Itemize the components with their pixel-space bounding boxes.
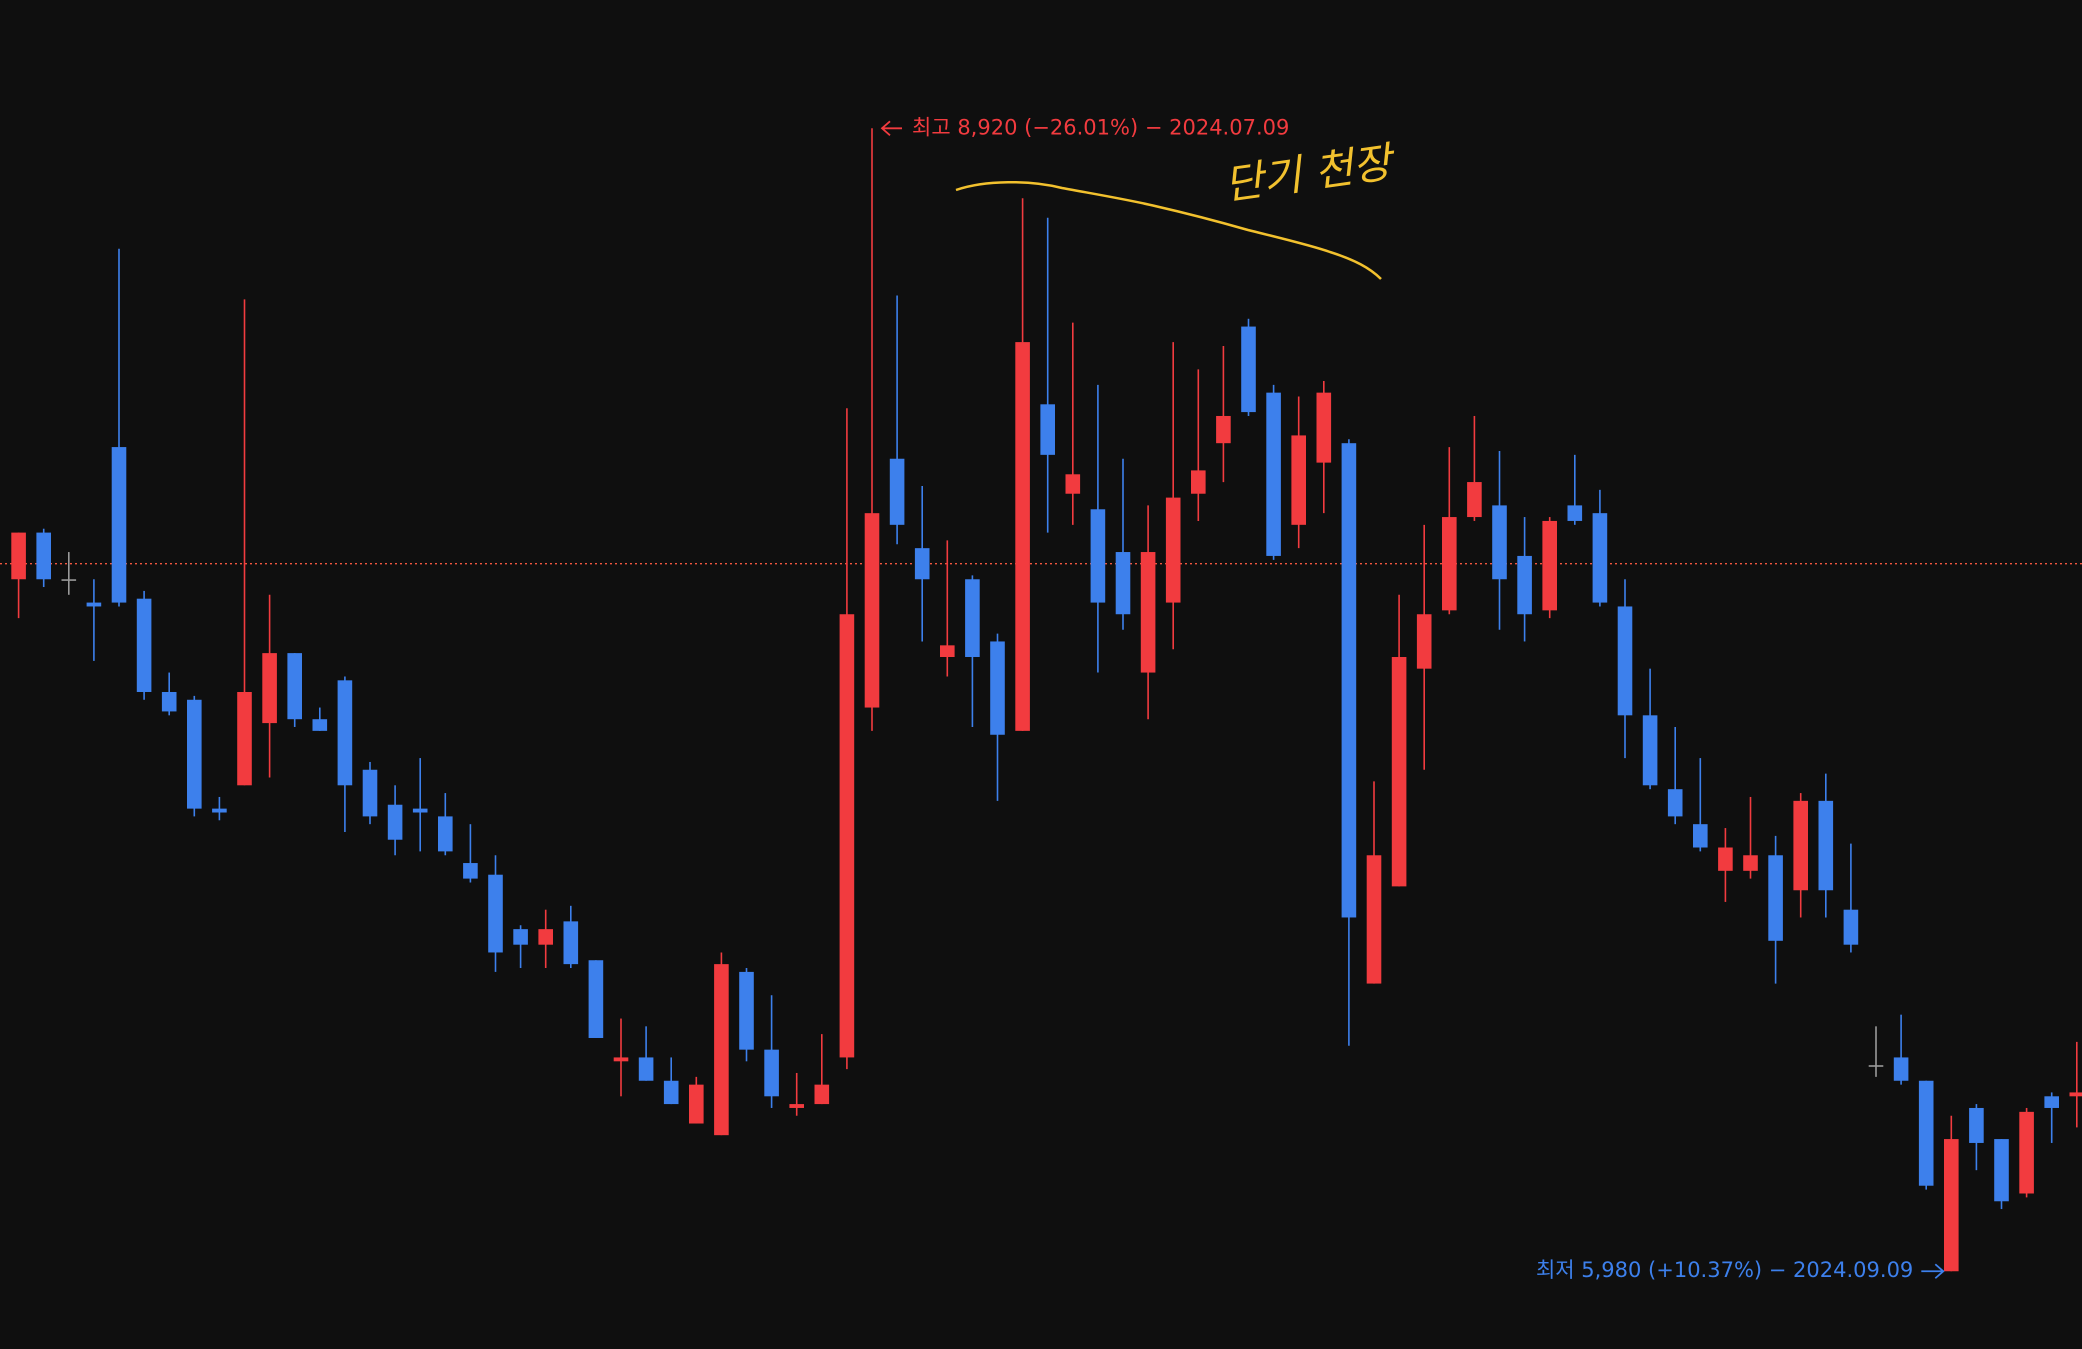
candle-body <box>1165 497 1181 603</box>
candle-body <box>2069 1092 2082 1097</box>
candle-body <box>1191 470 1206 494</box>
candle-body <box>488 874 503 953</box>
candle-body <box>312 719 328 731</box>
candle-body <box>287 653 302 720</box>
candle-body <box>438 816 453 852</box>
candle-body <box>1617 606 1633 716</box>
candle-body <box>1818 800 1834 891</box>
candle-body <box>1918 1080 1934 1186</box>
candle-body <box>1517 555 1532 615</box>
candle-body <box>1567 505 1583 521</box>
candle-body <box>111 447 127 603</box>
candle-body <box>463 863 478 879</box>
candle-body <box>714 964 729 1136</box>
candle-body <box>940 645 955 658</box>
candle-body <box>1341 443 1357 918</box>
candle-body <box>1316 392 1332 463</box>
candle-body <box>1542 520 1557 611</box>
candle-body <box>1592 513 1608 603</box>
candle-body <box>1743 855 1758 871</box>
candle-body <box>1467 482 1482 518</box>
candle-body <box>1843 909 1859 945</box>
candle-body <box>11 532 26 580</box>
candle-body <box>588 960 604 1038</box>
candle-body <box>412 808 428 813</box>
candle-body <box>1065 474 1081 494</box>
candle-body <box>237 691 252 786</box>
candle-body <box>1115 552 1131 615</box>
candle-body <box>663 1080 679 1105</box>
candle-body <box>1140 552 1156 673</box>
candle-body <box>1994 1139 2009 1202</box>
candle-body <box>814 1084 830 1105</box>
candle-body <box>212 808 227 813</box>
candle-body <box>1667 789 1683 817</box>
candle-body <box>262 653 277 724</box>
candle-body <box>86 602 102 607</box>
candle-body <box>36 532 51 580</box>
candle-body <box>1718 847 1733 871</box>
candle-body <box>161 691 177 712</box>
high-label: 최고 8,920 (−26.01%) − 2024.07.09 <box>912 115 1289 139</box>
candle-body <box>1090 509 1106 603</box>
candle-body <box>513 929 528 945</box>
candle-body <box>990 641 1005 735</box>
candle-body <box>337 680 353 786</box>
candle-body <box>889 458 905 525</box>
candle-body <box>864 513 880 708</box>
candle-body <box>1492 505 1507 580</box>
candle-body <box>1868 1065 1884 1067</box>
candle-body <box>638 1057 654 1081</box>
low-label: 최저 5,980 (+10.37%) − 2024.09.09 <box>1536 1258 1913 1282</box>
low-arrow <box>1921 1263 1945 1279</box>
candle-body <box>839 614 855 1058</box>
candle-body <box>739 971 754 1050</box>
candle-body <box>2044 1096 2059 1108</box>
candle-body <box>387 804 403 840</box>
candle-body <box>187 699 202 809</box>
candle-body <box>1241 326 1256 413</box>
candle-body <box>1642 715 1658 786</box>
candle-body <box>1216 415 1231 444</box>
candle-body <box>1793 800 1808 891</box>
candle-body <box>689 1084 704 1124</box>
candle-body <box>1442 517 1457 611</box>
candle-body <box>1015 342 1030 731</box>
candle-body <box>1768 855 1783 941</box>
candle-body <box>1969 1107 1984 1143</box>
candle-body <box>136 598 152 692</box>
candle-body <box>563 921 579 965</box>
candle-body <box>538 929 553 945</box>
candle-body <box>1944 1139 1959 1272</box>
candle-body <box>613 1057 629 1062</box>
high-arrow <box>880 120 902 136</box>
candle-body <box>1366 855 1382 984</box>
candle-body <box>1693 824 1708 848</box>
candle-body <box>362 769 378 817</box>
candle-body <box>764 1049 779 1097</box>
candle-body <box>1040 404 1055 455</box>
candle-body <box>2019 1111 2034 1194</box>
candle-body <box>1391 657 1407 887</box>
candle-body <box>1291 435 1306 525</box>
candle-body <box>914 548 930 580</box>
candle-body <box>1266 392 1281 556</box>
candle-body <box>965 579 980 658</box>
candle-body <box>789 1104 804 1108</box>
hand-drawn-curve <box>955 180 1382 280</box>
candle-body <box>61 579 77 581</box>
candle-body <box>1416 614 1432 669</box>
candle-body <box>1893 1057 1909 1081</box>
